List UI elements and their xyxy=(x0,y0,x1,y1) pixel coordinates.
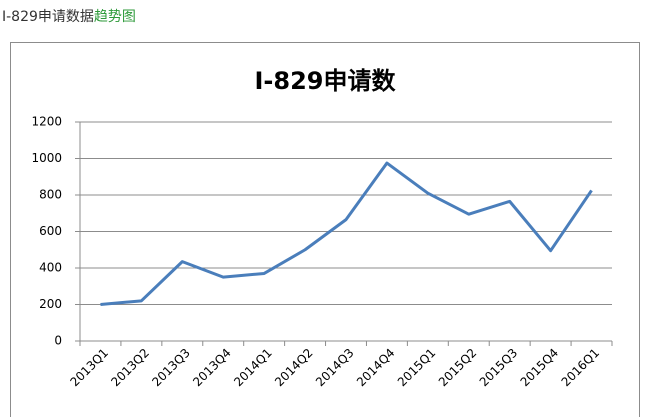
y-tick-label: 200 xyxy=(39,297,62,311)
y-tick-label: 600 xyxy=(39,224,62,238)
header-text: I-829申请数据 xyxy=(2,9,94,25)
data-line xyxy=(100,161,593,306)
y-tick-label: 1000 xyxy=(31,151,62,165)
y-tick-label: 0 xyxy=(54,334,62,348)
chart-title: I-829申请数 xyxy=(255,67,397,95)
y-tick-label: 1200 xyxy=(31,115,62,129)
y-tick-label: 400 xyxy=(39,261,62,275)
y-tick-label: 800 xyxy=(39,188,62,202)
header-link[interactable]: 趋势图 xyxy=(93,9,136,25)
header: I-829申请数据趋势图 xyxy=(2,6,136,26)
